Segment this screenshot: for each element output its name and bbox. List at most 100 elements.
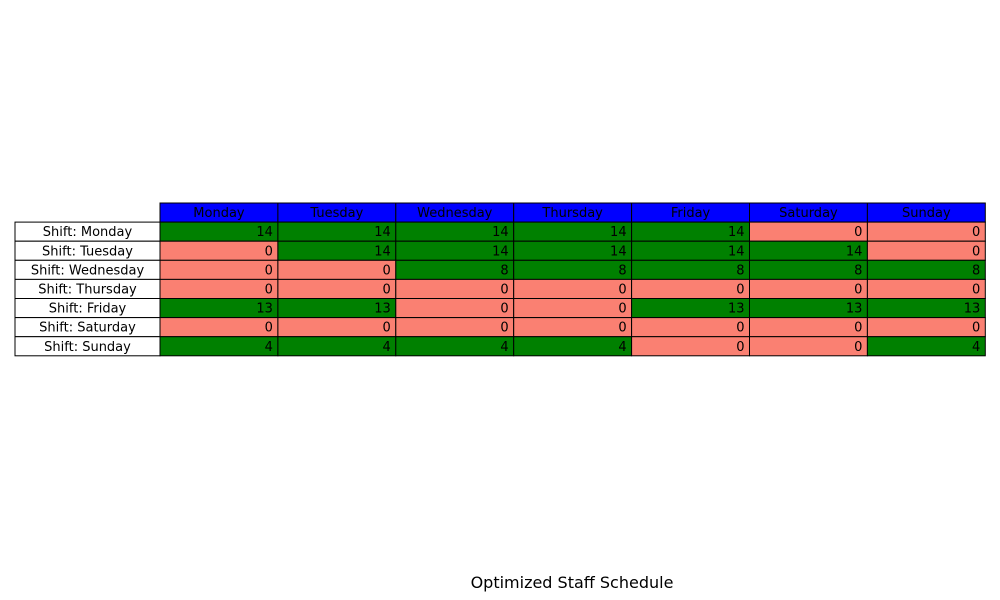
header-label-sunday: Sunday xyxy=(902,206,951,221)
cell-saturday-saturday xyxy=(749,317,868,338)
header-label-wednesday: Wednesday xyxy=(417,206,493,221)
cell-value-sunday-friday: 0 xyxy=(736,340,744,355)
cell-value-saturday-tuesday: 0 xyxy=(383,321,391,336)
row-label-tuesday: Shift: Tuesday xyxy=(42,244,133,259)
cell-value-wednesday-monday: 0 xyxy=(265,263,273,278)
cell-value-thursday-thursday: 0 xyxy=(618,282,626,297)
cell-saturday-sunday xyxy=(866,317,986,338)
cell-wednesday-thursday xyxy=(513,259,633,280)
cell-value-tuesday-monday: 0 xyxy=(265,244,273,259)
cell-thursday-wednesday xyxy=(395,278,515,299)
cell-sunday-tuesday xyxy=(277,336,397,357)
cell-value-sunday-thursday: 4 xyxy=(618,340,626,355)
cell-value-saturday-saturday: 0 xyxy=(854,321,862,336)
cell-value-sunday-sunday: 4 xyxy=(972,340,980,355)
cell-monday-saturday xyxy=(749,221,868,242)
row-label-saturday: Shift: Saturday xyxy=(39,321,136,336)
cell-value-tuesday-tuesday: 14 xyxy=(374,244,391,259)
cell-value-thursday-saturday: 0 xyxy=(854,282,862,297)
cell-value-wednesday-tuesday: 0 xyxy=(383,263,391,278)
cell-friday-wednesday xyxy=(395,298,515,319)
cell-value-friday-monday: 13 xyxy=(256,302,273,317)
cell-value-tuesday-saturday: 14 xyxy=(846,244,863,259)
cell-value-monday-monday: 14 xyxy=(256,225,273,240)
cell-value-tuesday-wednesday: 14 xyxy=(492,244,509,259)
cell-wednesday-sunday xyxy=(866,259,986,280)
cell-thursday-sunday xyxy=(866,278,986,299)
cell-wednesday-friday xyxy=(631,259,750,280)
cell-sunday-saturday xyxy=(749,336,868,357)
cell-value-sunday-saturday: 0 xyxy=(854,340,862,355)
cell-thursday-friday xyxy=(631,278,750,299)
cell-thursday-thursday xyxy=(513,278,633,299)
row-label-monday: Shift: Monday xyxy=(43,225,133,240)
cell-value-saturday-friday: 0 xyxy=(736,321,744,336)
header-label-saturday: Saturday xyxy=(779,206,838,221)
row-label-friday: Shift: Friday xyxy=(49,302,127,317)
header-label-monday: Monday xyxy=(193,206,245,221)
cell-value-saturday-wednesday: 0 xyxy=(500,321,508,336)
row-label-wednesday: Shift: Wednesday xyxy=(31,263,145,278)
cell-wednesday-tuesday xyxy=(277,259,397,280)
cell-value-saturday-sunday: 0 xyxy=(972,321,980,336)
cell-thursday-monday xyxy=(159,278,279,299)
cell-value-thursday-friday: 0 xyxy=(736,282,744,297)
cell-value-monday-tuesday: 14 xyxy=(374,225,391,240)
cell-value-tuesday-friday: 14 xyxy=(728,244,745,259)
cell-saturday-wednesday xyxy=(395,317,515,338)
cell-wednesday-saturday xyxy=(749,259,868,280)
cell-value-monday-friday: 14 xyxy=(728,225,745,240)
cell-value-monday-thursday: 14 xyxy=(610,225,627,240)
header-label-tuesday: Tuesday xyxy=(309,206,363,221)
cell-sunday-thursday xyxy=(513,336,633,357)
row-label-thursday: Shift: Thursday xyxy=(38,282,137,297)
cell-value-thursday-sunday: 0 xyxy=(972,282,980,297)
cell-value-monday-wednesday: 14 xyxy=(492,225,509,240)
cell-value-sunday-wednesday: 4 xyxy=(500,340,508,355)
cell-value-friday-wednesday: 0 xyxy=(500,302,508,317)
cell-saturday-thursday xyxy=(513,317,633,338)
cell-value-saturday-monday: 0 xyxy=(265,321,273,336)
header-label-friday: Friday xyxy=(671,206,711,221)
cell-value-friday-friday: 13 xyxy=(728,302,745,317)
cell-saturday-monday xyxy=(159,317,279,338)
cell-value-wednesday-wednesday: 8 xyxy=(500,263,508,278)
cell-sunday-sunday xyxy=(866,336,986,357)
cell-saturday-tuesday xyxy=(277,317,397,338)
header-label-thursday: Thursday xyxy=(541,206,603,221)
cell-value-sunday-monday: 4 xyxy=(265,340,273,355)
cell-value-monday-saturday: 0 xyxy=(854,225,862,240)
schedule-table: Monday Tuesday Wednesday Thursday Friday Satu… xyxy=(14,202,986,357)
cell-thursday-tuesday xyxy=(277,278,397,299)
cell-value-friday-tuesday: 13 xyxy=(374,302,391,317)
cell-value-tuesday-sunday: 0 xyxy=(972,244,980,259)
cell-tuesday-monday xyxy=(159,240,279,261)
cell-friday-thursday xyxy=(513,298,633,319)
cell-wednesday-wednesday xyxy=(395,259,515,280)
cell-value-thursday-tuesday: 0 xyxy=(383,282,391,297)
cell-thursday-saturday xyxy=(749,278,868,299)
cell-value-thursday-wednesday: 0 xyxy=(500,282,508,297)
row-label-sunday: Shift: Sunday xyxy=(44,340,131,355)
cell-value-sunday-tuesday: 4 xyxy=(383,340,391,355)
chart-title: Optimized Staff Schedule xyxy=(471,573,674,592)
cell-value-thursday-monday: 0 xyxy=(265,282,273,297)
cell-value-wednesday-sunday: 8 xyxy=(972,263,980,278)
cell-tuesday-sunday xyxy=(866,240,986,261)
cell-sunday-monday xyxy=(159,336,279,357)
cell-value-wednesday-saturday: 8 xyxy=(854,263,862,278)
cell-value-wednesday-friday: 8 xyxy=(736,263,744,278)
cell-value-friday-sunday: 13 xyxy=(964,302,981,317)
cell-value-friday-saturday: 13 xyxy=(846,302,863,317)
cell-sunday-wednesday xyxy=(395,336,515,357)
cell-value-friday-thursday: 0 xyxy=(618,302,626,317)
cell-value-monday-sunday: 0 xyxy=(972,225,980,240)
cell-saturday-friday xyxy=(631,317,750,338)
cell-value-tuesday-thursday: 14 xyxy=(610,244,627,259)
cell-value-saturday-thursday: 0 xyxy=(618,321,626,336)
cell-wednesday-monday xyxy=(159,259,279,280)
cell-value-wednesday-thursday: 8 xyxy=(618,263,626,278)
cell-monday-sunday xyxy=(866,221,986,242)
cell-sunday-friday xyxy=(631,336,750,357)
